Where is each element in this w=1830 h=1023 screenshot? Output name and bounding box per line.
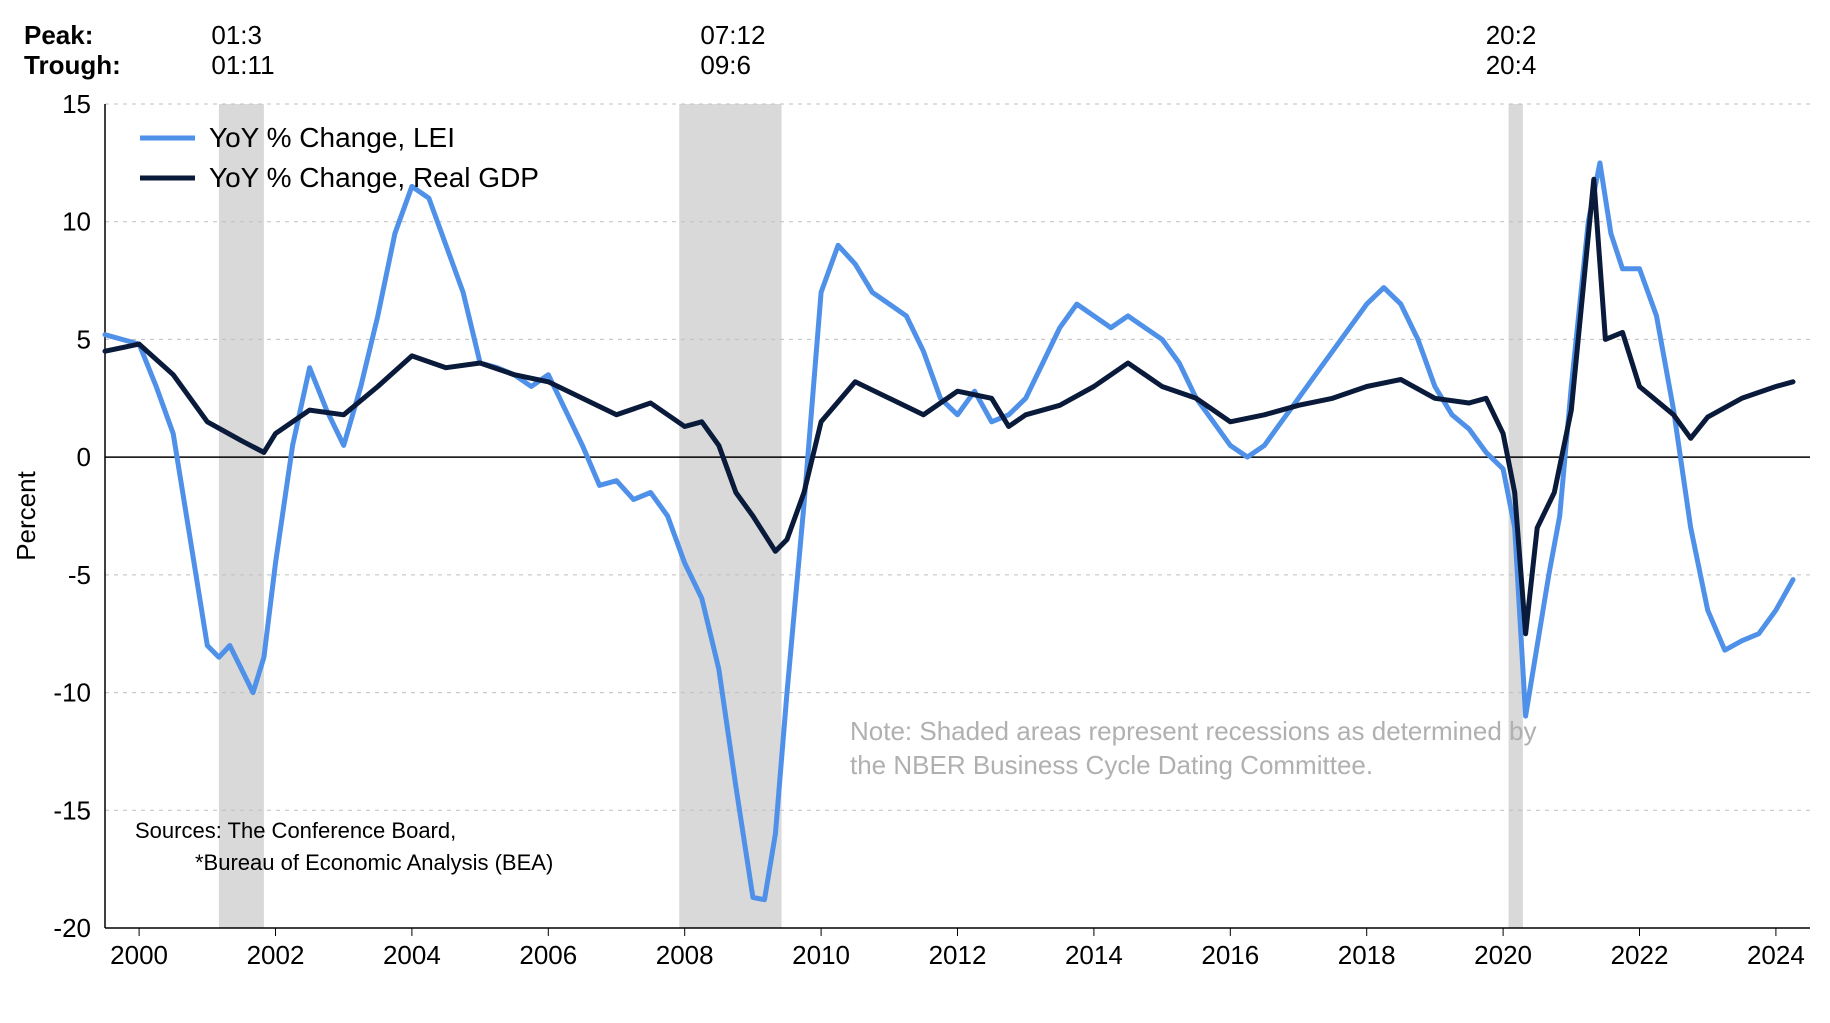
x-tick-label: 2022	[1611, 940, 1669, 970]
x-tick-label: 2024	[1747, 940, 1805, 970]
y-tick-label: -10	[53, 678, 91, 708]
chart-source: *Bureau of Economic Analysis (BEA)	[195, 850, 553, 875]
chart-note: the NBER Business Cycle Dating Committee…	[850, 750, 1373, 780]
y-tick-label: 0	[77, 442, 91, 472]
x-tick-label: 2016	[1201, 940, 1259, 970]
y-tick-label: -15	[53, 795, 91, 825]
x-tick-label: 2006	[519, 940, 577, 970]
chart-svg: -20 -15 -10 -5 0 5 10 15 2000 2002 2004 2006 2008 201…	[0, 0, 1830, 1023]
trough-value: 01:11	[211, 50, 274, 81]
x-tick-label: 2014	[1065, 940, 1123, 970]
x-tick-label: 2018	[1338, 940, 1396, 970]
recession-band	[219, 104, 264, 928]
recession-band	[679, 104, 781, 928]
trough-value: 09:6	[700, 50, 751, 81]
x-tick-label: 2010	[792, 940, 850, 970]
x-tick-label: 2008	[656, 940, 714, 970]
x-tick-label: 2004	[383, 940, 441, 970]
x-tick-label: 2020	[1474, 940, 1532, 970]
series-line-0	[105, 163, 1793, 900]
chart-container: Peak: Trough: -20-15-10-5051015200020022…	[0, 0, 1830, 1023]
trough-value: 20:4	[1486, 50, 1537, 81]
y-tick-label: -5	[68, 560, 91, 590]
x-tick-label: 2012	[929, 940, 987, 970]
legend-label: YoY % Change, LEI	[209, 122, 455, 153]
y-axis-title: Percent	[11, 470, 41, 560]
y-tick-label: -20	[53, 913, 91, 943]
peak-value: 01:3	[211, 20, 262, 51]
peak-value: 07:12	[700, 20, 765, 51]
peak-value: 20:2	[1486, 20, 1537, 51]
y-tick-label: 5	[77, 324, 91, 354]
chart-note: Note: Shaded areas represent recessions …	[850, 716, 1537, 746]
y-tick-label: 15	[62, 89, 91, 119]
x-tick-label: 2002	[247, 940, 305, 970]
y-tick-label: 10	[62, 207, 91, 237]
chart-source: Sources: The Conference Board,	[135, 818, 456, 843]
x-tick-label: 2000	[110, 940, 168, 970]
legend-label: YoY % Change, Real GDP	[209, 162, 539, 193]
